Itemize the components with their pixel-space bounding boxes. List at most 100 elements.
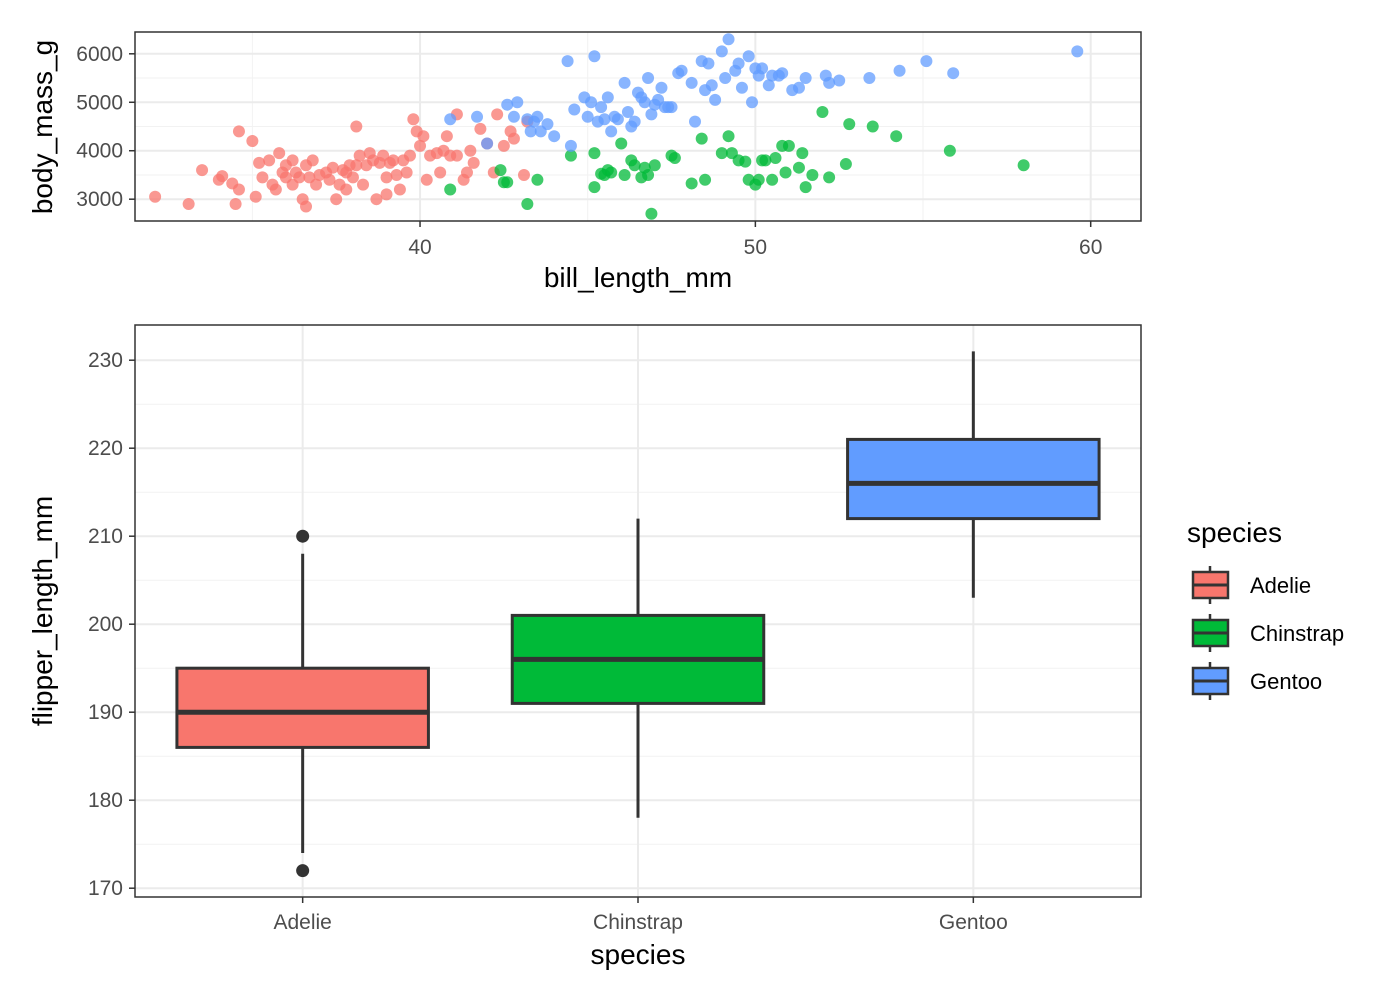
scatter-point-adelie: [403, 149, 416, 162]
scatter-point-gentoo: [585, 96, 598, 109]
scatter-point-chinstrap: [645, 207, 658, 220]
scatter-point-gentoo: [618, 76, 631, 89]
scatter-point-adelie: [273, 147, 286, 160]
scatter-point-adelie: [232, 125, 245, 138]
scatter-point-gentoo: [601, 91, 614, 104]
scatter-points: [149, 33, 1084, 220]
scatter-point-adelie: [407, 113, 420, 126]
scatter-point-gentoo: [548, 130, 561, 143]
scatter-point-gentoo: [645, 108, 658, 121]
scatter-point-gentoo: [531, 110, 544, 123]
scatter-point-adelie: [249, 190, 262, 203]
scatter-point-adelie: [400, 166, 413, 179]
scatter-point-adelie: [196, 164, 209, 177]
scatter-point-chinstrap: [759, 154, 772, 167]
scatter-point-adelie: [263, 154, 276, 167]
scatter-point-adelie: [256, 171, 269, 184]
scatter-point-adelie: [517, 168, 530, 181]
scatter-panel-border: [134, 31, 1142, 222]
scatter-point-gentoo: [792, 81, 805, 94]
scatter-point-gentoo: [598, 113, 611, 126]
scatter-point-adelie: [216, 170, 229, 183]
scatter-point-chinstrap: [890, 130, 903, 143]
scatter-point-chinstrap: [668, 152, 681, 164]
boxplot-y-tick-label: 230: [88, 349, 123, 372]
scatter-point-chinstrap: [866, 120, 879, 133]
scatter-series-chinstrap: [444, 105, 1030, 220]
boxplot-y-tick-label: 220: [88, 437, 123, 460]
scatter-point-adelie: [306, 154, 319, 167]
scatter-point-adelie: [467, 156, 480, 169]
scatter-point-gentoo: [648, 98, 661, 111]
scatter-point-adelie: [360, 159, 373, 172]
box-adelie-outlier: [296, 529, 310, 543]
scatter-point-adelie: [440, 130, 453, 143]
legend-label-chinstrap: Chinstrap: [1250, 621, 1344, 646]
scatter-x-tick-label: 60: [1079, 236, 1102, 259]
boxplot-x-tick-label: Gentoo: [939, 911, 1008, 934]
scatter-point-adelie: [357, 178, 370, 191]
scatter-x-tick-label: 50: [744, 236, 767, 259]
scatter-point-chinstrap: [1017, 159, 1030, 172]
scatter-point-gentoo: [709, 93, 722, 106]
scatter-point-adelie: [474, 122, 487, 135]
legend: species Adelie Chinstrap Gentoo: [1187, 517, 1344, 700]
scatter-point-chinstrap: [444, 183, 457, 196]
scatter-point-adelie: [420, 173, 433, 186]
scatter-point-adelie: [350, 120, 363, 133]
scatter-y-tick-label: 3000: [76, 188, 123, 211]
scatter-point-chinstrap: [715, 147, 728, 160]
scatter-point-chinstrap: [816, 105, 829, 118]
legend-item-chinstrap: Chinstrap: [1191, 614, 1344, 652]
scatter-point-gentoo: [799, 72, 812, 85]
scatter-panel: 40 50 60 3000 4000 5000 6000 bill_length_mm bo…: [27, 31, 1142, 293]
scatter-point-gentoo: [471, 110, 484, 123]
scatter-point-gentoo: [762, 79, 775, 92]
scatter-point-gentoo: [511, 96, 524, 109]
scatter-series-adelie: [149, 108, 534, 213]
scatter-point-chinstrap: [494, 164, 507, 177]
scatter-point-adelie: [380, 171, 393, 184]
boxplot-y-tick-label: 180: [88, 789, 123, 812]
scatter-point-chinstrap: [564, 149, 577, 162]
scatter-point-adelie: [353, 149, 366, 162]
scatter-point-adelie: [149, 190, 162, 203]
scatter-point-adelie: [253, 156, 266, 169]
scatter-point-gentoo: [568, 103, 581, 116]
scatter-point-chinstrap: [782, 139, 795, 152]
scatter-point-chinstrap: [739, 155, 752, 168]
scatter-point-adelie: [393, 183, 406, 196]
scatter-point-gentoo: [685, 76, 698, 89]
scatter-point-gentoo: [561, 55, 574, 68]
scatter-point-chinstrap: [625, 154, 638, 167]
scatter-point-gentoo: [719, 72, 732, 85]
scatter-point-adelie: [323, 173, 336, 186]
boxplot-y-tick-label: 210: [88, 525, 123, 548]
scatter-point-gentoo: [823, 76, 836, 89]
scatter-point-adelie: [380, 188, 393, 201]
scatter-point-gentoo: [581, 110, 594, 123]
scatter-point-chinstrap: [792, 161, 805, 174]
scatter-point-gentoo: [541, 118, 554, 131]
scatter-point-gentoo: [675, 64, 688, 77]
box-gentoo: [846, 351, 1101, 598]
scatter-point-adelie: [497, 139, 510, 152]
scatter-point-adelie: [293, 171, 306, 184]
scatter-y-tick-label: 6000: [76, 43, 123, 66]
scatter-point-adelie: [350, 159, 363, 172]
box-adelie: [175, 529, 430, 878]
scatter-point-adelie: [326, 161, 339, 174]
scatter-point-adelie: [370, 193, 383, 206]
legend-item-adelie: Adelie: [1191, 566, 1311, 604]
scatter-point-chinstrap: [796, 147, 809, 160]
scatter-point-chinstrap: [823, 171, 836, 184]
scatter-point-adelie: [346, 171, 359, 184]
scatter-point-chinstrap: [685, 177, 698, 190]
scatter-point-gentoo: [722, 33, 735, 46]
scatter-point-chinstrap: [943, 144, 956, 157]
scatter-point-chinstrap: [588, 181, 601, 194]
scatter-point-gentoo: [564, 139, 577, 152]
scatter-series-gentoo: [444, 33, 1084, 152]
scatter-point-adelie: [229, 198, 242, 211]
